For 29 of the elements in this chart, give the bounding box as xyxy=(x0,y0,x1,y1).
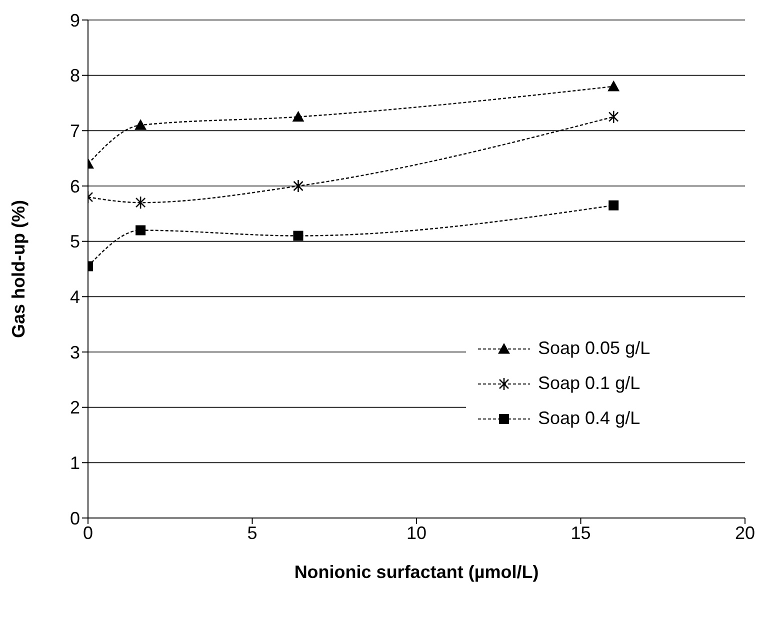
y-tick-label: 6 xyxy=(70,176,80,196)
y-tick-label: 5 xyxy=(70,232,80,252)
x-tick-label: 0 xyxy=(82,522,94,543)
y-tick-label: 8 xyxy=(70,66,80,86)
y-tick-label: 2 xyxy=(70,398,80,418)
point xyxy=(293,230,304,241)
x-axis-title: Nonionic surfactant (µmol/L) xyxy=(294,562,539,582)
point xyxy=(608,200,619,210)
point xyxy=(608,80,620,92)
y-tick-label: 9 xyxy=(70,10,80,30)
y-tick-label: 0 xyxy=(70,508,80,528)
y-tick-label: 4 xyxy=(70,287,80,308)
y-axis-title: Gas hold-up (%) xyxy=(8,200,28,338)
legend-label: Soap 0.1 g/L xyxy=(538,373,640,394)
point xyxy=(135,196,146,210)
point xyxy=(136,225,146,236)
y-tick-label: 7 xyxy=(70,121,80,142)
legend-label: Soap 0.05 g/L xyxy=(538,338,650,359)
point xyxy=(134,119,147,130)
point xyxy=(293,179,304,193)
legend-label: Soap 0.4 g/L xyxy=(538,408,640,429)
x-tick-label: 15 xyxy=(570,522,591,543)
x-tick-label: 20 xyxy=(734,522,756,543)
x-tick-label: 5 xyxy=(247,522,258,543)
point xyxy=(292,110,304,122)
point xyxy=(608,110,619,124)
y-tick-label: 3 xyxy=(70,342,80,362)
y-tick-label: 1 xyxy=(70,453,80,474)
x-tick-label: 10 xyxy=(406,522,427,543)
